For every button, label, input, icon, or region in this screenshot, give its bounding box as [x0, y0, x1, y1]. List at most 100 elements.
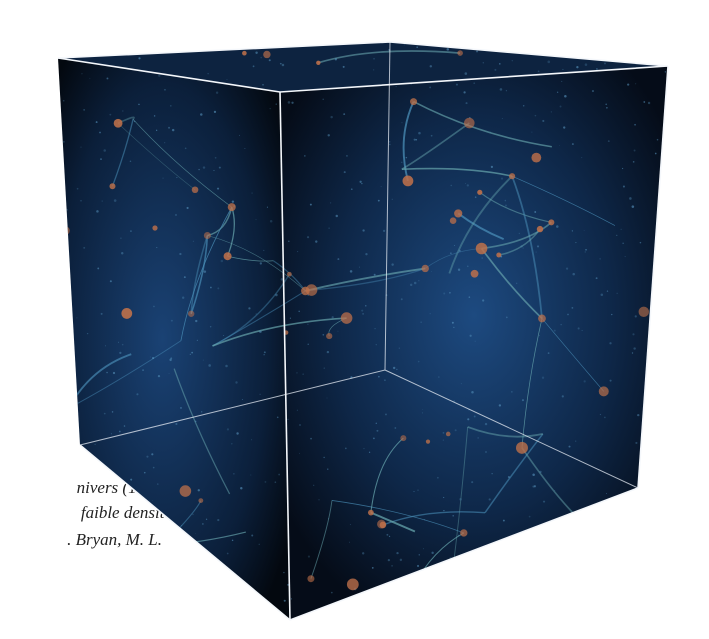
speck	[501, 118, 503, 119]
speck	[111, 411, 114, 413]
speck	[103, 412, 106, 415]
speck	[207, 73, 209, 75]
speck	[259, 262, 262, 265]
speck	[179, 252, 182, 256]
speck	[572, 272, 575, 276]
simulation-cube	[57, 40, 671, 621]
speck	[128, 497, 131, 500]
speck	[198, 168, 200, 171]
speck	[95, 121, 98, 124]
speck	[396, 368, 398, 371]
speck	[584, 63, 588, 66]
speck	[378, 375, 380, 378]
halo	[191, 186, 199, 194]
speck	[652, 49, 654, 51]
halo	[242, 50, 247, 56]
filament	[173, 368, 231, 495]
speck	[481, 257, 483, 259]
speck	[504, 199, 507, 202]
speck	[208, 364, 211, 367]
speck	[638, 517, 641, 520]
halo	[316, 60, 321, 65]
speck	[275, 103, 277, 105]
speck	[631, 205, 635, 208]
speck	[669, 125, 671, 127]
speck	[182, 600, 185, 604]
speck	[616, 292, 618, 294]
filament	[111, 119, 134, 187]
speck	[327, 134, 330, 137]
speck	[624, 255, 626, 258]
speck	[504, 40, 505, 41]
speck	[180, 406, 182, 409]
filament	[212, 317, 347, 347]
speck	[653, 491, 656, 494]
speck	[337, 258, 340, 261]
speck	[120, 237, 122, 239]
cube-top	[58, 42, 668, 92]
filament	[511, 175, 616, 226]
speck	[561, 80, 563, 82]
speck	[259, 330, 262, 333]
speck	[194, 420, 197, 423]
speck	[213, 582, 215, 584]
speck	[153, 305, 155, 308]
speck	[281, 63, 285, 67]
speck	[196, 339, 199, 342]
speck	[401, 161, 403, 164]
speck	[95, 595, 98, 598]
filament	[484, 433, 544, 514]
speck	[547, 60, 551, 64]
speck	[396, 552, 399, 555]
speck	[239, 134, 241, 136]
speck	[660, 229, 663, 232]
filament	[111, 545, 118, 574]
speck	[192, 513, 194, 516]
speck	[218, 166, 221, 169]
filament	[457, 212, 505, 241]
speck	[414, 42, 417, 43]
speck	[231, 443, 233, 445]
speck	[541, 376, 545, 379]
speck	[76, 187, 79, 190]
speck	[309, 203, 312, 206]
speck	[307, 343, 309, 345]
halo	[223, 252, 232, 261]
filament	[212, 290, 306, 347]
filament	[117, 123, 196, 190]
speck	[251, 439, 253, 441]
speck	[615, 529, 618, 532]
speck	[656, 138, 659, 141]
filament	[467, 426, 544, 438]
speck	[287, 418, 289, 420]
speck	[278, 473, 281, 476]
speck	[485, 451, 487, 453]
speck	[251, 534, 254, 537]
halo	[457, 50, 463, 56]
speck	[74, 576, 77, 578]
filament	[190, 235, 209, 315]
speck	[535, 251, 537, 253]
speck	[197, 489, 200, 492]
speck	[639, 241, 642, 244]
speck	[162, 177, 164, 179]
speck	[476, 50, 478, 53]
speck	[310, 437, 312, 440]
speck	[334, 605, 337, 609]
speck	[647, 101, 651, 105]
speck	[258, 543, 260, 545]
speck	[453, 326, 455, 328]
speck	[446, 589, 450, 592]
speck	[157, 374, 161, 378]
halo	[509, 173, 516, 180]
speck	[454, 429, 457, 432]
speck	[632, 160, 635, 163]
speck	[304, 155, 306, 157]
filament	[402, 101, 415, 182]
speck	[130, 478, 133, 481]
speck	[209, 325, 212, 328]
speck	[389, 141, 391, 143]
speck	[280, 278, 284, 281]
speck	[635, 83, 637, 85]
speck	[291, 101, 294, 104]
